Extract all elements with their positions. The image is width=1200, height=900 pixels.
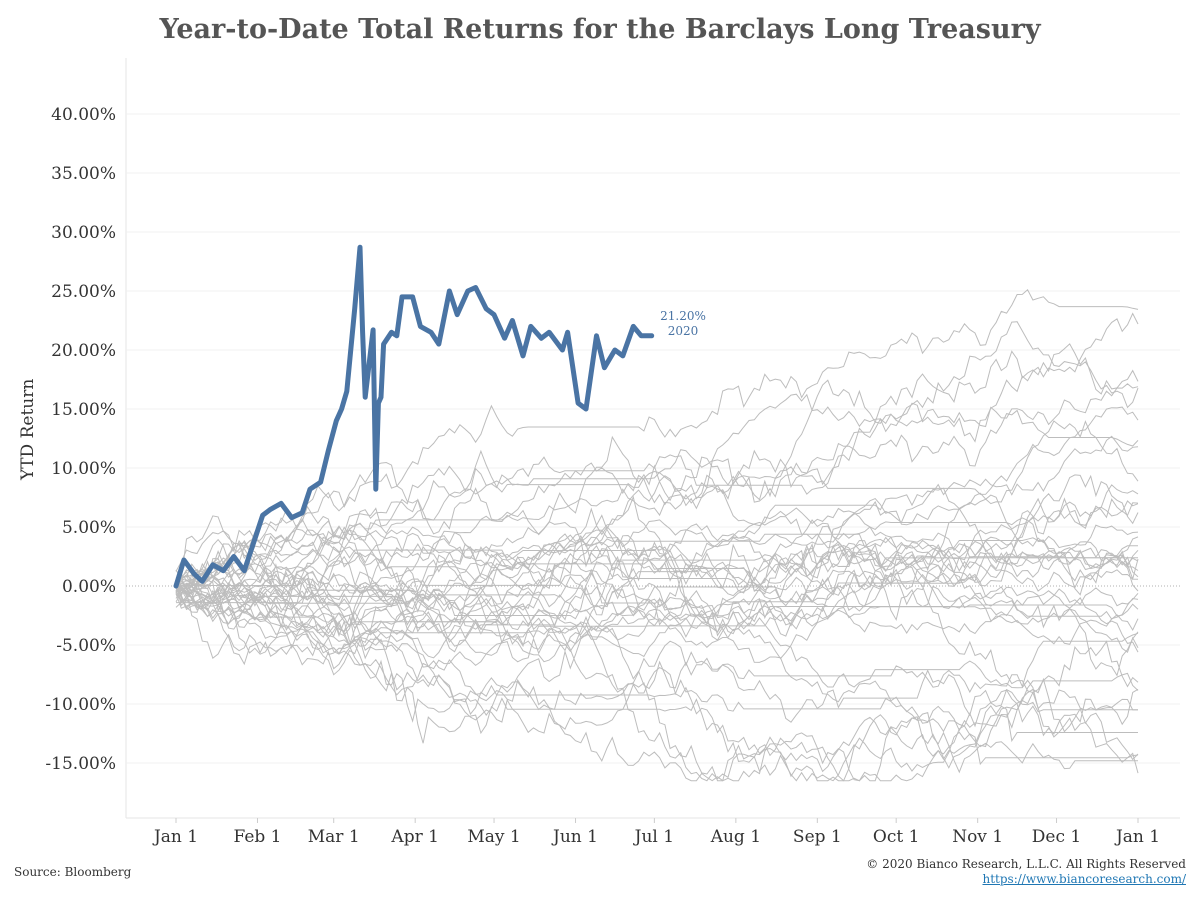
y-tick-label: 10.00% [51,459,116,479]
x-tick-label: May 1 [467,827,520,847]
background-series-line [175,474,1139,652]
chart-title: Year-to-Date Total Returns for the Barcl… [159,14,1041,45]
background-series-line [175,406,1139,604]
background-series-line [175,575,1138,712]
x-tick-labels: Jan 1 Feb 1 Mar 1 Apr 1 May 1 Jun 1 Jul 1 Aug 1… [152,827,1160,847]
background-series-line [175,579,1139,711]
y-tick-label: 25.00% [51,282,116,302]
x-tick-label: Jul 1 [633,827,674,847]
y-tick-label: -10.00% [45,695,116,715]
highlight-end-label-value: 21.20% [660,309,706,323]
background-series-line [175,312,1139,609]
source-note: Source: Bloomberg [14,865,132,879]
background-series-line [175,547,1139,647]
background-series-line [175,435,1139,585]
background-series-line [175,495,1139,677]
background-series-line [175,420,1139,631]
background-series-line [175,583,1139,734]
background-series-line [175,507,1139,605]
background-series-line [175,545,1139,653]
x-tick-label: Dec 1 [1032,827,1081,847]
x-tick-label: Oct 1 [873,827,920,847]
background-series-line [175,497,1139,676]
y-tick-label: 30.00% [51,223,116,243]
copyright-note: © 2020 Bianco Research, L.L.C. All Right… [866,857,1186,871]
y-tick-label: 40.00% [51,105,116,125]
x-tick-label: Nov 1 [952,827,1003,847]
background-series-line [175,582,1139,782]
x-tick-label: Jan 1 [152,827,198,847]
x-tick-label: Jan 1 [1114,827,1160,847]
y-tick-label: 5.00% [62,518,116,538]
x-tick-label: Jun 1 [551,827,598,847]
y-tick-label: 20.00% [51,341,116,361]
background-series-line [175,530,1139,660]
background-series-line [175,507,1139,608]
y-tick-label: -15.00% [45,754,116,774]
background-series-line [175,557,1139,774]
highlight-series-line [173,244,655,589]
background-series-line [175,321,1139,600]
y-tick-label: 15.00% [51,400,116,420]
x-tick-label: Apr 1 [390,827,439,847]
y-tick-label: 0.00% [62,577,116,597]
y-tick-labels: 40.00% 35.00% 30.00% 25.00% 20.00% 15.00% 10.0… [45,105,116,774]
background-series-line [175,515,1139,594]
website-link[interactable]: https://www.biancoresearch.com/ [982,872,1186,886]
highlight-end-label-name: 2020 [668,324,699,338]
y-tick-label: -5.00% [56,636,116,656]
x-tick-label: Mar 1 [308,827,360,847]
y-tick-label: 35.00% [51,164,116,184]
background-series-line [175,524,1139,635]
background-series-line [175,522,1138,723]
x-tick-label: Aug 1 [710,827,761,847]
background-series-line [175,515,1139,643]
background-series-line [175,289,1139,587]
grid-lines [125,58,1180,823]
background-series-line [175,409,1139,597]
highlight-series [173,244,655,589]
x-tick-label: Feb 1 [233,827,281,847]
x-tick-label: Sep 1 [793,827,842,847]
background-series [175,289,1139,782]
background-series-line [175,586,1138,782]
